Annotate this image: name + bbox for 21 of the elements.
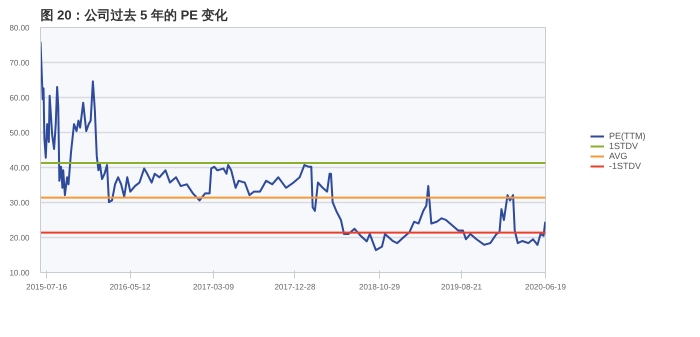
x-tick-label: 2019-08-21 [441, 282, 483, 292]
y-tick-label: 60.00 [9, 94, 30, 102]
legend-label: -1STDV [609, 161, 642, 171]
x-tick-label: 2016-05-12 [110, 282, 152, 292]
legend-label: PE(TTM) [609, 131, 646, 141]
y-tick-label: 30.00 [9, 198, 30, 208]
y-tick-label: 20.00 [9, 234, 30, 242]
x-tick-label: 2017-03-09 [192, 282, 234, 292]
y-tick-label: 70.00 [9, 58, 30, 68]
chart-title: 图 20：公司过去 5 年的 PE 变化 [40, 8, 229, 22]
y-tick-label: 50.00 [9, 128, 30, 138]
y-tick-label: 80.00 [9, 24, 30, 32]
x-tick-label: 2017-12-28 [274, 282, 316, 292]
x-tick-label: 2015-07-16 [26, 282, 68, 292]
y-tick-label: 10.00 [9, 268, 30, 278]
y-tick-label: 40.00 [9, 164, 30, 172]
legend-label: AVG [609, 151, 628, 161]
x-tick-label: 2020-06-19 [525, 282, 567, 292]
x-tick-label: 2018-10-29 [359, 282, 400, 292]
legend-label: 1STDV [609, 141, 638, 151]
line-series [40, 40, 546, 252]
